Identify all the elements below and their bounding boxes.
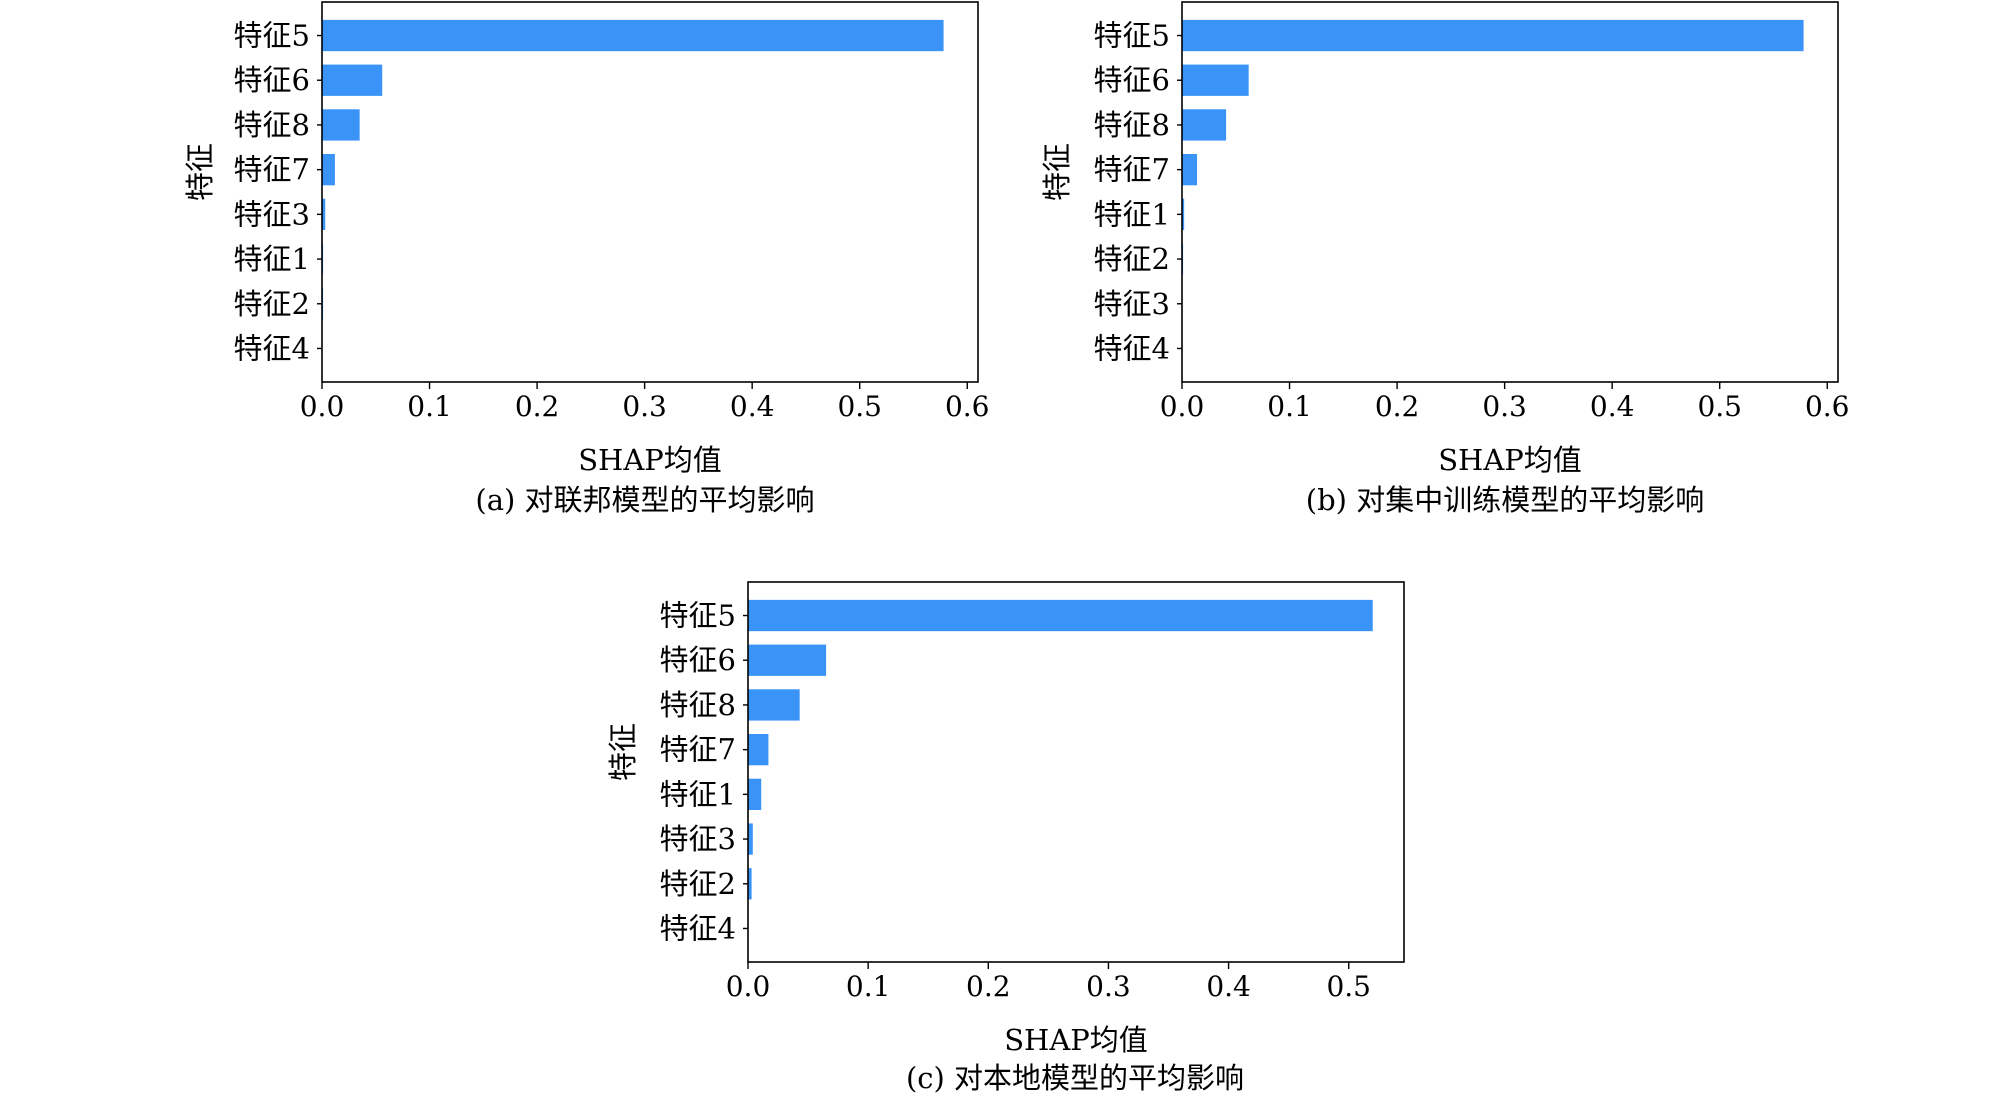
- bar-特征8: [322, 109, 360, 141]
- bar-特征7: [748, 734, 769, 766]
- x-tick-label: 0.4: [1590, 390, 1635, 423]
- x-tick-label: 0.5: [1326, 970, 1371, 1003]
- y-tick-label: 特征2: [660, 867, 736, 901]
- bar-特征5: [748, 599, 1373, 632]
- bar-特征3: [322, 198, 326, 230]
- y-axis-label: 特征: [183, 143, 217, 201]
- bar-特征2: [748, 868, 752, 900]
- y-tick-label: 特征3: [234, 197, 310, 231]
- x-tick-label: 0.4: [730, 390, 775, 423]
- x-tick-label: 0.1: [1267, 390, 1312, 423]
- y-axis-label: 特征: [1040, 143, 1074, 201]
- x-axis-label: SHAP均值: [1004, 1023, 1148, 1057]
- y-tick-label: 特征4: [234, 331, 310, 365]
- x-tick-label: 0.3: [1086, 970, 1131, 1003]
- x-tick-label: 0.0: [726, 970, 771, 1003]
- y-tick-label: 特征3: [660, 822, 736, 856]
- x-tick-label: 0.3: [622, 390, 667, 423]
- y-tick-label: 特征6: [660, 643, 736, 677]
- y-tick-label: 特征8: [1094, 108, 1170, 142]
- bar-特征7: [1182, 154, 1198, 186]
- bar-特征6: [322, 64, 383, 96]
- bar-特征5: [322, 19, 944, 52]
- y-tick-label: 特征8: [234, 108, 310, 142]
- y-tick-label: 特征5: [234, 19, 310, 53]
- x-tick-label: 0.6: [945, 390, 990, 423]
- x-tick-label: 0.1: [407, 390, 452, 423]
- plot-frame: [1181, 1, 1839, 383]
- y-tick-label: 特征5: [660, 599, 736, 633]
- x-tick-label: 0.1: [846, 970, 891, 1003]
- chart-panel-b: 特征5 特征6 特征8 特征7 特征1 特征2 特征3 特征4 0.0 0.1 0.2 0.3 0.4 0…: [1040, 1, 1850, 517]
- x-tick-label: 0.2: [1375, 390, 1420, 423]
- bar-特征5: [1182, 19, 1804, 52]
- y-tick-label: 特征5: [1094, 19, 1170, 53]
- x-tick-label: 0.2: [966, 970, 1011, 1003]
- x-tick-label: 0.0: [1160, 390, 1205, 423]
- bar-特征1: [1182, 198, 1185, 230]
- y-tick-label: 特征4: [1094, 331, 1170, 365]
- y-tick-label: 特征8: [660, 688, 736, 722]
- y-tick-label: 特征2: [1094, 242, 1170, 276]
- y-tick-label: 特征2: [234, 287, 310, 321]
- bar-特征8: [748, 689, 800, 721]
- chart-panel-a: 特征5 特征6 特征8 特征7 特征3 特征1 特征2 特征4 0.0 0.1 0.2 0.3 0.4 0…: [183, 1, 990, 517]
- bar-特征6: [1182, 64, 1249, 96]
- y-tick-label: 特征1: [234, 242, 310, 276]
- panel-caption: (b) 对集中训练模型的平均影响: [1306, 483, 1704, 517]
- y-tick-label: 特征7: [660, 733, 736, 767]
- x-axis-label: SHAP均值: [578, 443, 722, 477]
- y-tick-label: 特征7: [234, 153, 310, 187]
- x-tick-label: 0.5: [1697, 390, 1742, 423]
- chart-panel-c: 特征5 特征6 特征8 特征7 特征1 特征3 特征2 特征4 0.0 0.1 0.2 0.3 0.4 0…: [606, 581, 1405, 1095]
- x-tick-label: 0.4: [1206, 970, 1251, 1003]
- bar-特征6: [748, 644, 827, 676]
- y-axis-label: 特征: [606, 723, 640, 781]
- x-tick-label: 0.3: [1482, 390, 1527, 423]
- x-tick-label: 0.5: [837, 390, 882, 423]
- y-tick-label: 特征4: [660, 911, 736, 945]
- plot-frame: [321, 1, 979, 383]
- y-tick-label: 特征1: [1094, 197, 1170, 231]
- y-tick-label: 特征7: [1094, 153, 1170, 187]
- bar-特征3: [748, 823, 753, 855]
- bar-特征1: [748, 778, 762, 810]
- y-tick-label: 特征1: [660, 777, 736, 811]
- panel-caption: (c) 对本地模型的平均影响: [906, 1061, 1244, 1095]
- plot-frame: [747, 581, 1405, 963]
- x-tick-label: 0.6: [1805, 390, 1850, 423]
- y-tick-label: 特征3: [1094, 287, 1170, 321]
- x-tick-label: 0.2: [515, 390, 560, 423]
- x-axis-label: SHAP均值: [1438, 443, 1582, 477]
- bar-特征8: [1182, 109, 1227, 141]
- panel-caption: (a) 对联邦模型的平均影响: [475, 483, 814, 517]
- y-tick-label: 特征6: [234, 63, 310, 97]
- y-tick-label: 特征6: [1094, 63, 1170, 97]
- x-tick-label: 0.0: [300, 390, 345, 423]
- bar-特征7: [322, 154, 335, 186]
